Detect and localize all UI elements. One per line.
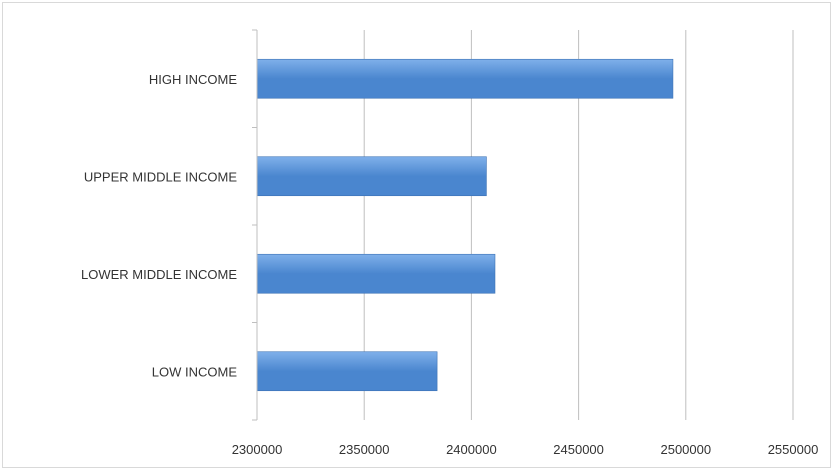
x-tick-label-2300000: 2300000 <box>232 442 283 457</box>
bar-lower-middle-income <box>256 253 496 294</box>
category-label-upper-middle-income: UPPER MIDDLE INCOME <box>84 169 237 184</box>
x-tick-label-2350000: 2350000 <box>339 442 390 457</box>
x-tick-label-2550000: 2550000 <box>768 442 819 457</box>
category-label-high-income: HIGH INCOME <box>149 72 237 87</box>
bars <box>256 58 674 392</box>
category-label-low-income: LOW INCOME <box>152 364 238 379</box>
bar-high-income <box>256 58 674 99</box>
bar-low-income <box>256 351 438 392</box>
bar-upper-middle-income <box>256 156 487 197</box>
axes <box>252 29 258 421</box>
labels: 2300000 2350000 2400000 2450000 2500000 25500… <box>81 72 818 457</box>
x-tick-label-2500000: 2500000 <box>660 442 711 457</box>
category-label-lower-middle-income: LOWER MIDDLE INCOME <box>81 267 237 282</box>
x-tick-label-2400000: 2400000 <box>446 442 497 457</box>
x-tick-label-2450000: 2450000 <box>553 442 604 457</box>
